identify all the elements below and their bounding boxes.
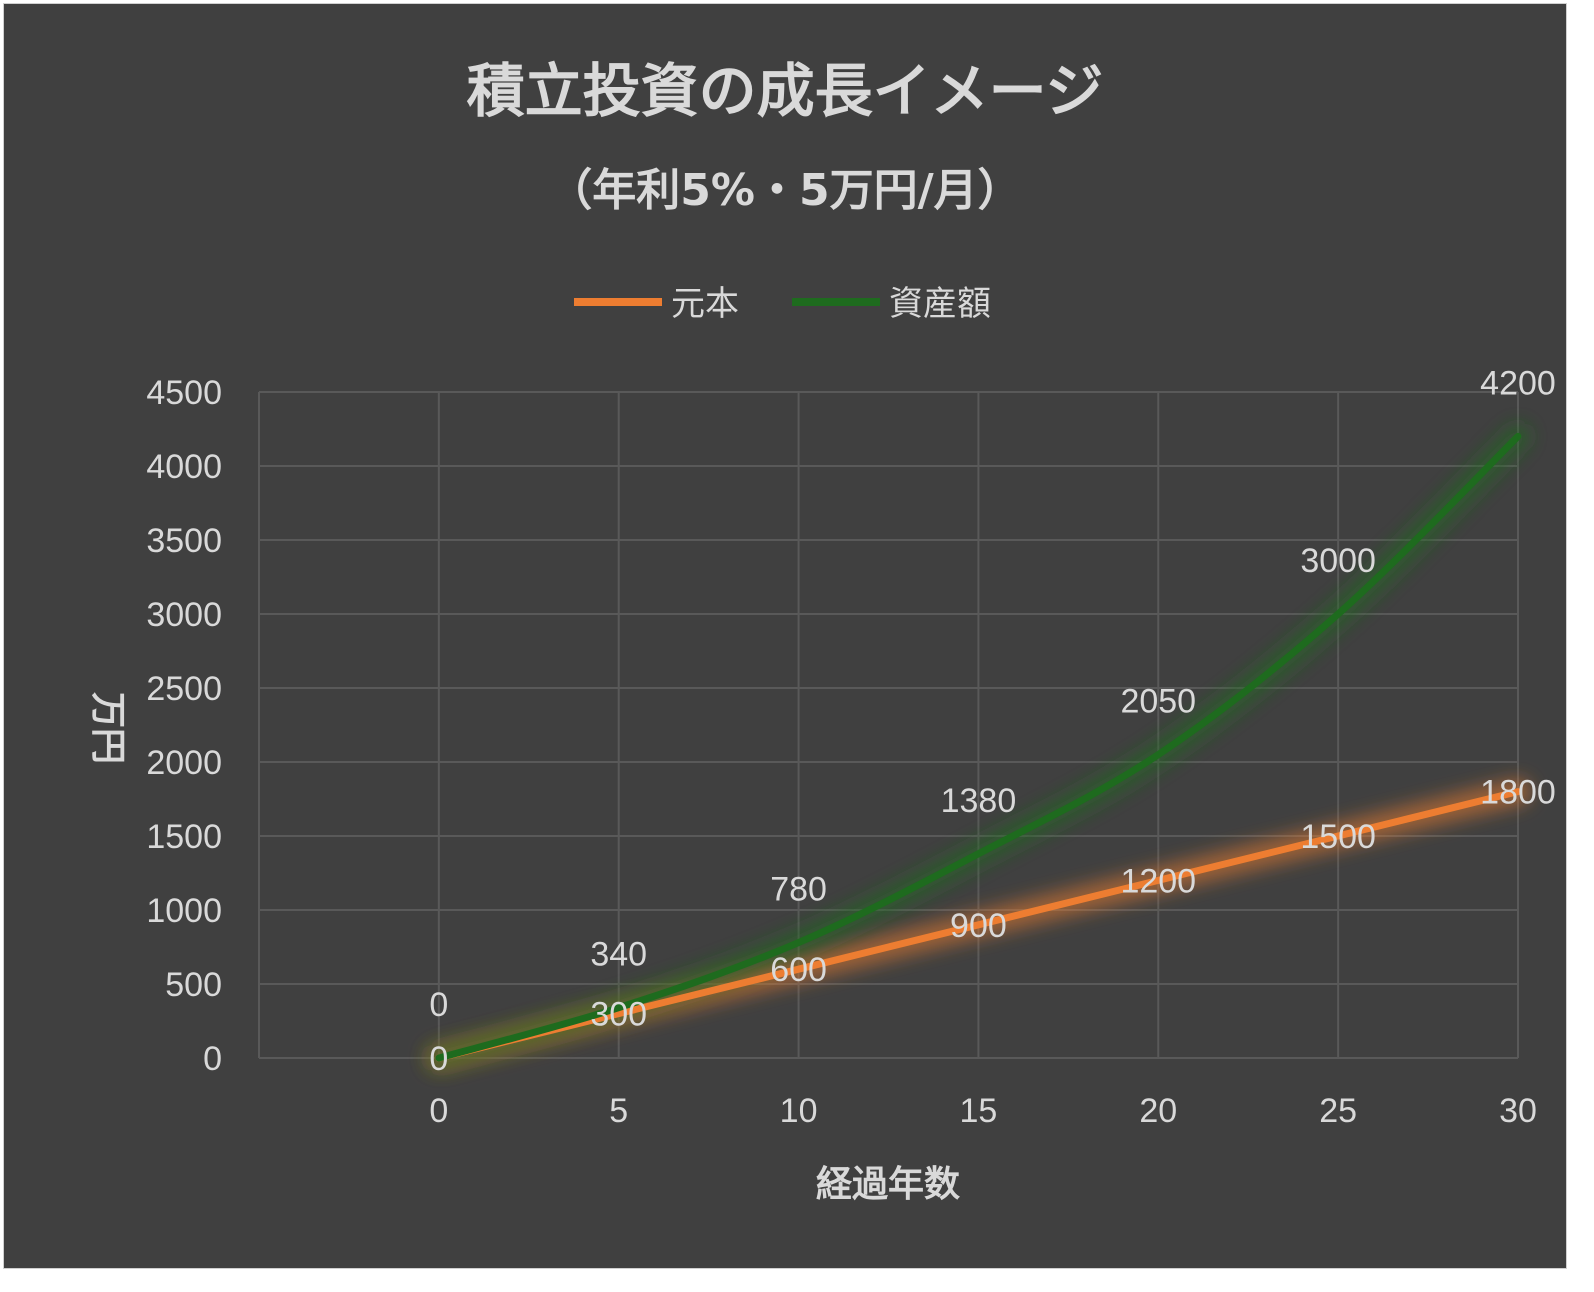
data-label-series-1: 0 <box>429 986 448 1024</box>
data-label-series-0: 1500 <box>1300 818 1376 856</box>
chart-frame: 積立投資の成長イメージ （年利5%・5万円/月） 元本 資産額 0 500 1000… <box>3 3 1567 1269</box>
data-label-series-1: 780 <box>770 871 827 909</box>
x-tick-label: 15 <box>960 1092 998 1130</box>
x-tick-label: 25 <box>1319 1092 1357 1130</box>
data-label-series-0: 300 <box>590 996 647 1034</box>
y-tick-label: 0 <box>203 1040 222 1078</box>
series-line-1 <box>435 432 1522 1062</box>
x-tick-label: 0 <box>429 1092 448 1130</box>
y-tick-label: 4000 <box>146 448 222 486</box>
data-label-series-1: 1380 <box>941 782 1017 820</box>
data-label-series-0: 1800 <box>1480 774 1556 812</box>
y-tick-label: 500 <box>165 966 222 1004</box>
y-axis-title: 万円 <box>87 692 128 764</box>
x-tick-label: 30 <box>1499 1092 1537 1130</box>
legend: 元本 資産額 <box>574 284 991 324</box>
series-lines <box>435 432 1522 1062</box>
x-tick-label: 10 <box>780 1092 818 1130</box>
y-axis-ticks: 0 500 1000 1500 2000 2500 3000 3500 4000 4500 <box>146 374 222 1078</box>
series-line-0 <box>435 788 1522 1062</box>
legend-label-series-0: 元本 <box>671 284 739 324</box>
x-axis-ticks: 0 5 10 15 20 25 30 <box>429 1092 1537 1130</box>
y-tick-label: 2500 <box>146 670 222 708</box>
line-chart: 積立投資の成長イメージ （年利5%・5万円/月） 元本 資産額 05001000… <box>87 57 1556 1205</box>
data-label-series-1: 4200 <box>1480 364 1556 402</box>
y-tick-label: 4500 <box>146 374 222 412</box>
data-label-series-1: 340 <box>590 936 647 974</box>
y-tick-label: 1000 <box>146 892 222 930</box>
x-tick-label: 20 <box>1139 1092 1177 1130</box>
data-label-series-1: 3000 <box>1300 542 1376 580</box>
data-label-series-0: 0 <box>429 1040 448 1078</box>
data-label-series-0: 600 <box>770 951 827 989</box>
data-label-series-0: 900 <box>950 907 1007 945</box>
data-label-series-0: 1200 <box>1120 862 1196 900</box>
data-label-series-1: 2050 <box>1120 683 1196 721</box>
y-tick-label: 3000 <box>146 596 222 634</box>
y-tick-label: 2000 <box>146 744 222 782</box>
chart-title: 積立投資の成長イメージ <box>467 57 1104 125</box>
legend-label-series-1: 資産額 <box>889 284 991 324</box>
y-tick-label: 3500 <box>146 522 222 560</box>
data-labels: 0 300 600 900 1200 1500 1800 0 340 780 1380 2050 300… <box>429 364 1555 1078</box>
x-tick-label: 5 <box>609 1092 628 1130</box>
x-axis-title: 経過年数 <box>816 1164 960 1205</box>
y-tick-label: 1500 <box>146 818 222 856</box>
chart-subtitle: （年利5%・5万円/月） <box>548 165 1021 216</box>
